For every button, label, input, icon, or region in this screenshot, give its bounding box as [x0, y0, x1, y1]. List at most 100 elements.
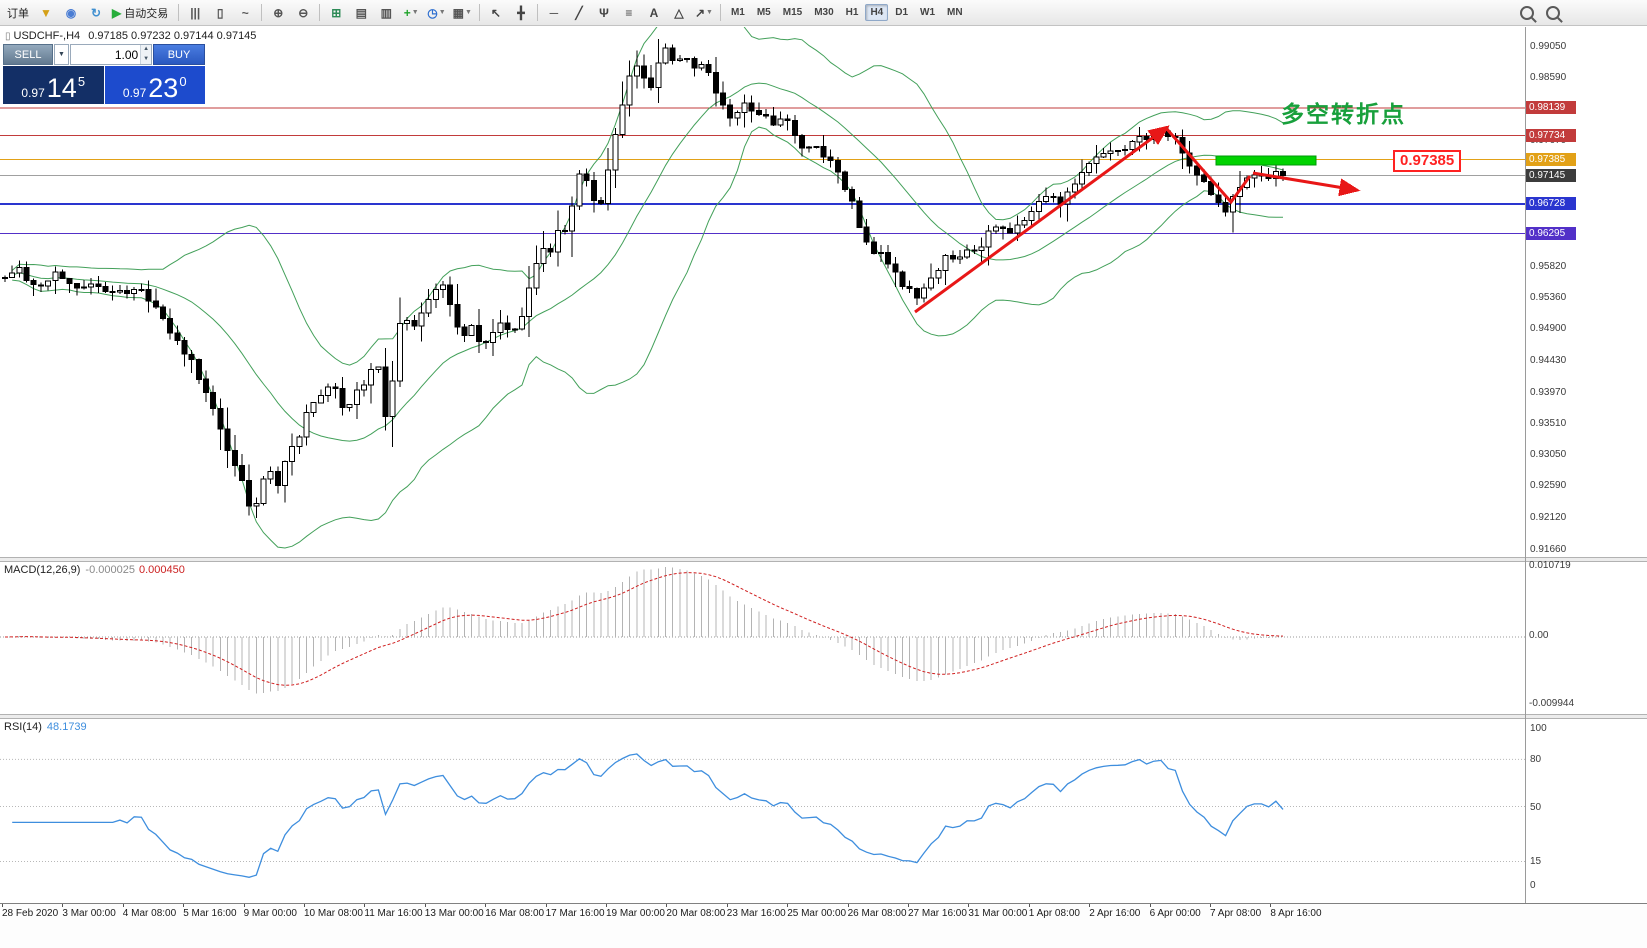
- funnel-icon[interactable]: ▼: [40, 5, 52, 20]
- new-order-button[interactable]: 订单: [7, 7, 29, 20]
- grid-icon[interactable]: ⊞: [331, 5, 342, 20]
- time-tick: [1210, 904, 1211, 907]
- toolbar-separator: [478, 4, 480, 21]
- one-click-price-row: 0.97 14 5 0.97 23 0: [3, 66, 205, 104]
- arrows-icon[interactable]: ↗ ▼: [694, 5, 713, 20]
- time-tick: [968, 904, 970, 907]
- time-tick: [1089, 904, 1091, 907]
- rsi-axis-label: 100: [1530, 723, 1547, 734]
- timeframe-m30[interactable]: M30: [814, 7, 834, 18]
- search-icon[interactable]: [1546, 5, 1560, 20]
- chart-title: ▯ USDCHF-,H4 0.97185 0.97232 0.97144 0.97…: [5, 30, 256, 42]
- toolbar-separator: [319, 4, 321, 21]
- price-axis-label: 0.93970: [1530, 387, 1567, 398]
- hline-icon[interactable]: ─: [549, 5, 559, 20]
- timeframe-m5[interactable]: M5: [756, 7, 771, 18]
- panel-separator[interactable]: [0, 714, 1647, 719]
- timeframe-mn[interactable]: MN: [947, 7, 963, 18]
- period-clock-icon[interactable]: ◷ ▼: [427, 5, 446, 20]
- refresh-icon[interactable]: ↻: [90, 5, 102, 20]
- panel-separator[interactable]: [0, 557, 1647, 562]
- order-options-dropdown[interactable]: ▼: [54, 44, 69, 65]
- time-axis[interactable]: 28 Feb 2020 3 Mar 00:00 4 Mar 08:00 5 Mar 1…: [0, 903, 1647, 948]
- time-tick: [847, 904, 849, 907]
- crosshair-icon[interactable]: ╋: [517, 5, 525, 20]
- chart-mini-icon: ▯: [5, 31, 11, 42]
- price-axis-label: 0.98590: [1530, 72, 1567, 83]
- time-axis-label: 3 Mar 00:00: [62, 908, 116, 919]
- time-axis-label: 19 Mar 00:00: [606, 908, 665, 919]
- timeframe-h1[interactable]: H1: [845, 7, 859, 18]
- time-axis-label: 31 Mar 00:00: [968, 908, 1028, 919]
- auto-trading-button[interactable]: ▶ 自动交易: [112, 5, 169, 20]
- rsi-axis-label: 15: [1530, 856, 1542, 867]
- search-symbols-icon[interactable]: [1520, 5, 1534, 20]
- ohlc-values: 0.97185 0.97232 0.97144 0.97145: [88, 30, 257, 42]
- buy-button[interactable]: BUY: [153, 44, 205, 65]
- time-tick: [787, 904, 789, 907]
- add-indicator-icon[interactable]: + ▼: [403, 5, 419, 20]
- zoom-out-icon[interactable]: ⊖: [298, 5, 309, 20]
- shapes-icon[interactable]: △: [674, 5, 684, 20]
- toolbar-separator: [261, 4, 263, 21]
- sell-price-display[interactable]: 0.97 14 5: [3, 66, 104, 104]
- one-click-top-row: SELL ▼ ▲▼ BUY: [3, 44, 205, 65]
- macd-axis-top: 0.010719: [1529, 560, 1571, 571]
- macd-panel-canvas[interactable]: [0, 562, 1647, 714]
- sell-button[interactable]: SELL: [3, 44, 53, 65]
- timeframe-m1[interactable]: M1: [730, 7, 745, 18]
- time-axis-label: 4 Mar 08:00: [122, 908, 177, 919]
- toolbar-separator: [178, 4, 180, 21]
- price-tag-label[interactable]: 0.97385: [1393, 150, 1462, 172]
- time-tick: [183, 904, 185, 907]
- time-tick: [364, 904, 366, 907]
- price-axis-label: 0.99050: [1530, 41, 1567, 52]
- rsi-axis-label: 0: [1530, 880, 1536, 891]
- symbol-period-label: USDCHF-,H4: [13, 30, 81, 42]
- timeframe-w1[interactable]: W1: [920, 7, 936, 18]
- pitchfork-icon[interactable]: Ψ: [599, 5, 609, 20]
- price-chart-canvas[interactable]: [0, 27, 1647, 557]
- time-tick: [908, 904, 909, 907]
- timeframe-d1[interactable]: D1: [895, 7, 909, 18]
- line-chart-icon[interactable]: ~: [241, 5, 249, 20]
- volume-stepper[interactable]: ▲ ▼: [140, 45, 151, 64]
- template-icon[interactable]: ▦ ▼: [452, 5, 472, 20]
- time-axis-label: 13 Mar 00:00: [424, 908, 484, 919]
- buy-price-display[interactable]: 0.97 23 0: [104, 66, 205, 104]
- time-axis-label: 9 Mar 00:00: [243, 908, 297, 919]
- price-level-badge: 0.97385: [1526, 153, 1576, 166]
- time-tick: [606, 904, 607, 907]
- time-tick: [62, 904, 64, 907]
- time-axis-label: 16 Mar 08:00: [485, 908, 545, 919]
- price-axis-label: 0.94430: [1530, 355, 1567, 366]
- time-axis-label: 6 Apr 00:00: [1149, 908, 1201, 919]
- timeframe-h4[interactable]: H4: [865, 4, 889, 21]
- rsi-indicator-label: RSI(14) 48.1739: [4, 721, 87, 733]
- zoom-in-icon[interactable]: ⊕: [273, 5, 284, 20]
- tile-windows-icon[interactable]: ▥: [380, 5, 392, 20]
- volume-field: ▲▼: [70, 44, 152, 65]
- turning-point-annotation: 多空转折点: [1281, 101, 1406, 127]
- time-tick: [485, 904, 487, 907]
- time-axis-label: 11 Mar 16:00: [364, 908, 423, 919]
- time-tick: [243, 904, 245, 907]
- profile-icon[interactable]: ◉: [65, 5, 77, 20]
- toolbar-items: 订单 ▼ ◉ ↻ ▶ 自动交易 ||| ▯ ~ ⊕ ⊖ ⊞ ▤ ▥ + ▼ ◷ ▼ ▦ ▼ ↖ ╋ ─ ╱ Ψ ≡ A △ ↗ ▼: [3, 2, 724, 24]
- candle-chart-icon[interactable]: ▯: [216, 5, 224, 20]
- toolbar-right: [1514, 5, 1566, 20]
- time-tick: [726, 904, 728, 907]
- bar-chart-icon[interactable]: |||: [190, 5, 201, 20]
- trendline-icon[interactable]: ╱: [575, 5, 583, 20]
- fibonacci-icon[interactable]: ≡: [625, 5, 633, 20]
- time-axis-label: 25 Mar 00:00: [787, 908, 847, 919]
- cursor-icon[interactable]: ↖: [490, 5, 501, 20]
- text-label-icon[interactable]: A: [649, 5, 659, 20]
- indicator-window-icon[interactable]: ▤: [355, 5, 367, 20]
- price-scale-border: [1525, 27, 1526, 903]
- toolbar: 订单 ▼ ◉ ↻ ▶ 自动交易 ||| ▯ ~ ⊕ ⊖ ⊞ ▤ ▥ + ▼ ◷ ▼ ▦ ▼ ↖ ╋ ─ ╱ Ψ ≡ A △ ↗ ▼ M1 M…: [0, 0, 1647, 26]
- rsi-panel-canvas[interactable]: [0, 719, 1647, 903]
- volume-input[interactable]: [71, 45, 141, 64]
- timeframe-m15[interactable]: M15: [782, 7, 803, 18]
